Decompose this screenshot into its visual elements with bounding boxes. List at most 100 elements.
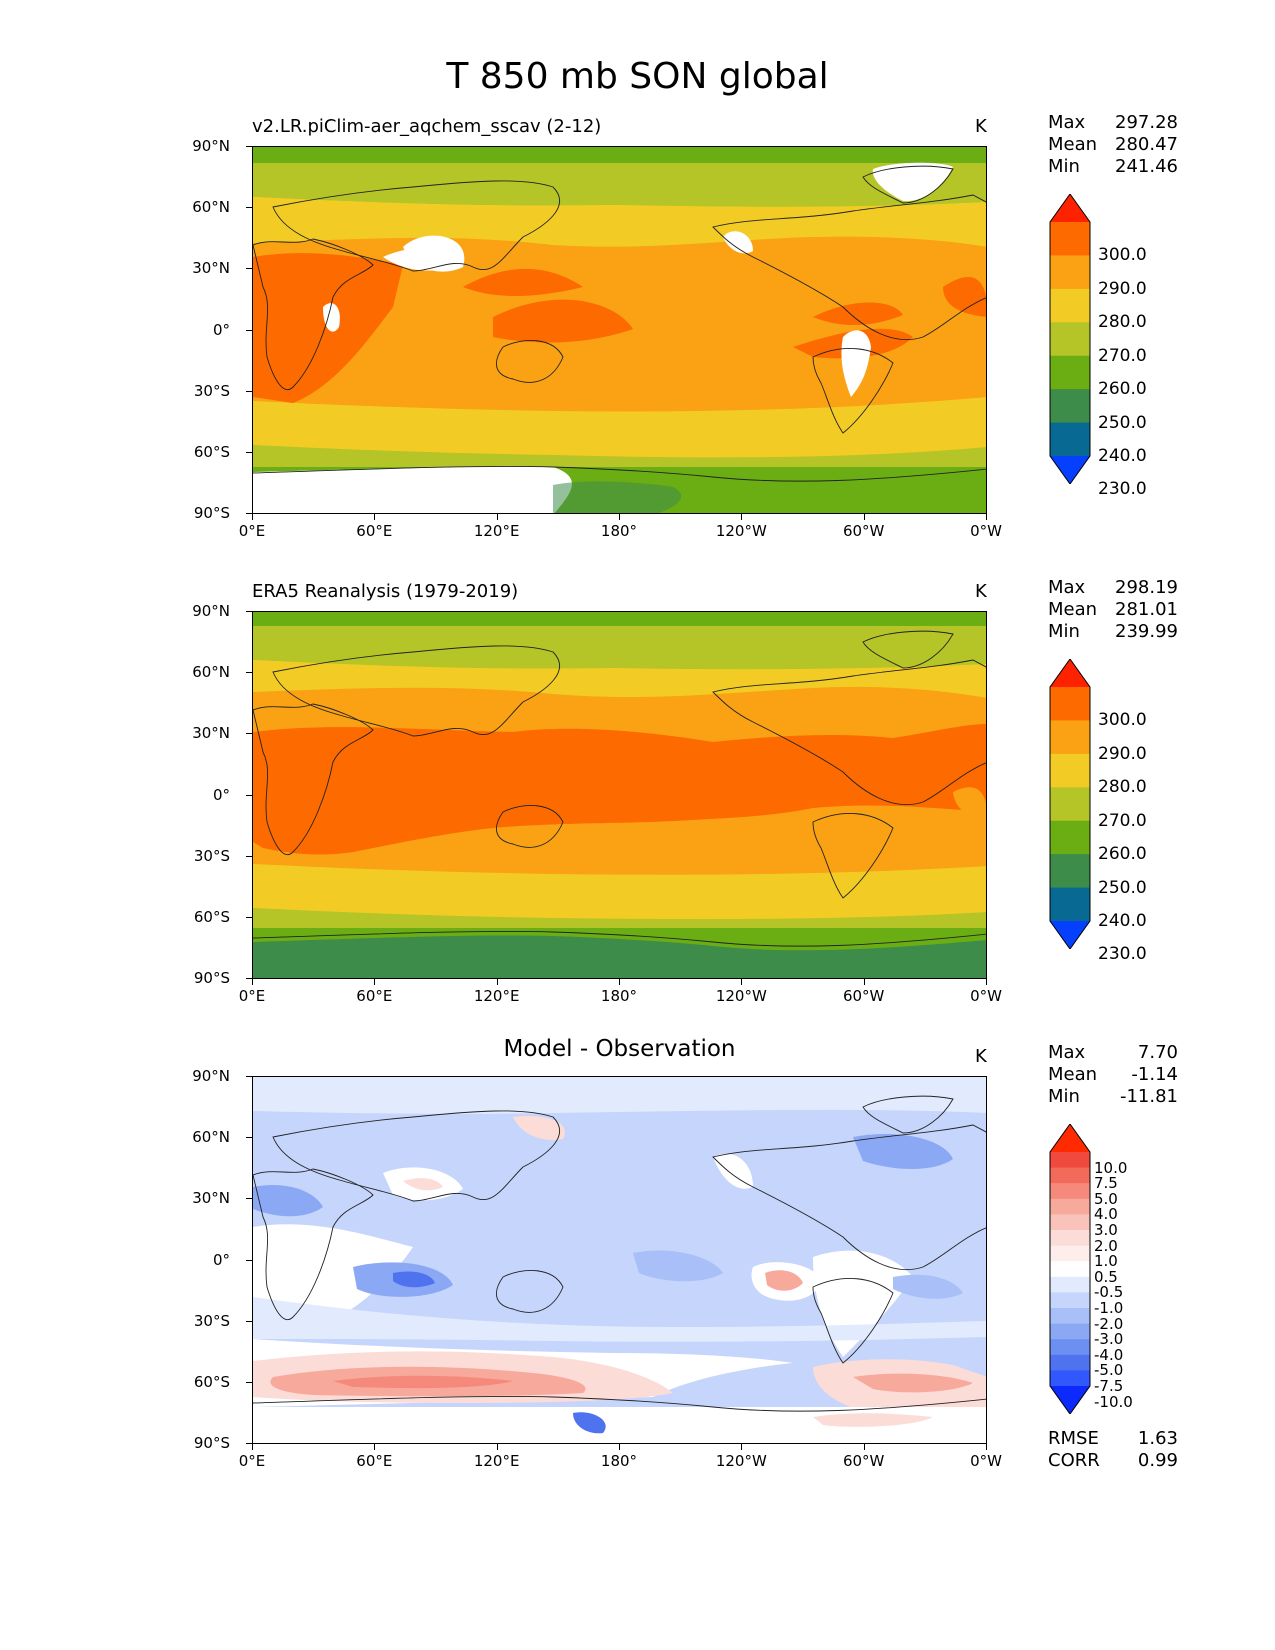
y-tick	[246, 1198, 252, 1200]
units-label: K	[975, 1046, 987, 1067]
rmse-label: RMSE	[1048, 1428, 1099, 1449]
colorbar-label: -4.0	[1094, 1345, 1124, 1364]
stat-max-value: 7.70	[1137, 1042, 1178, 1063]
colorbar-segment	[1050, 1183, 1090, 1200]
y-tick-label: 90°S	[193, 504, 230, 522]
y-tick	[246, 451, 252, 453]
x-tick-label: 120°E	[473, 1452, 520, 1470]
y-tick-label: 30°N	[192, 724, 230, 743]
x-tick	[496, 1444, 498, 1450]
x-tick-label: 0°E	[238, 987, 266, 1005]
stat-max-label: Max	[1048, 1042, 1086, 1063]
colorbar-extend-max	[1050, 194, 1090, 222]
colorbar	[1049, 1124, 1091, 1414]
y-tick-label: 0°	[212, 785, 230, 804]
x-tick-label: 120°W	[715, 522, 767, 540]
colorbar-segment	[1050, 422, 1090, 457]
x-tick-label: 0°W	[970, 987, 1002, 1005]
colorbar-segment	[1050, 222, 1090, 256]
stat-mean-value: 281.01	[1115, 599, 1178, 620]
x-tick	[619, 514, 620, 520]
y-tick	[246, 978, 252, 979]
stat-min-label: Min	[1048, 621, 1080, 642]
colorbar-label: -7.5	[1094, 1377, 1124, 1395]
colorbar-segment	[1050, 288, 1090, 323]
y-tick-label: 90°N	[192, 137, 230, 155]
y-tick-label: 60°S	[193, 907, 230, 926]
stat-max-value: 297.28	[1115, 112, 1178, 133]
colorbar-label: 270.0	[1098, 810, 1147, 831]
x-tick	[986, 514, 987, 520]
colorbar-extend-min	[1050, 921, 1090, 949]
colorbar-label: -10.0	[1094, 1392, 1133, 1411]
colorbar-extend-min	[1050, 456, 1090, 484]
y-tick-label: 0°	[212, 320, 230, 339]
x-tick	[741, 514, 743, 520]
map-test-model	[252, 146, 987, 514]
x-tick-label: 60°E	[356, 522, 393, 540]
colorbar	[1049, 659, 1091, 949]
stat-mean-value: 280.47	[1115, 134, 1178, 155]
colorbar-segment	[1050, 1354, 1090, 1371]
x-tick-label: 60°E	[356, 987, 393, 1005]
colorbar-extend-max	[1050, 1124, 1090, 1152]
x-tick	[986, 979, 987, 985]
x-tick	[863, 1444, 865, 1450]
x-tick	[619, 1444, 620, 1450]
units-label: K	[975, 116, 987, 137]
colorbar-label: 280.0	[1098, 777, 1147, 798]
x-tick	[374, 979, 376, 985]
x-tick-label: 0°E	[238, 1452, 266, 1470]
colorbar-segment	[1050, 255, 1090, 290]
y-tick	[246, 207, 252, 209]
x-tick-label: 60°W	[842, 1452, 885, 1470]
stat-mean-value: -1.14	[1131, 1064, 1178, 1085]
stat-min-value: 239.99	[1115, 621, 1178, 642]
panel-difference: Model - Observation K	[0, 1036, 1275, 1496]
colorbar-segment	[1050, 1230, 1090, 1247]
x-tick	[374, 1444, 376, 1450]
y-tick	[246, 146, 252, 147]
colorbar-label: 260.0	[1098, 844, 1147, 865]
colorbar-label: 1.0	[1094, 1252, 1118, 1271]
y-tick	[246, 916, 252, 918]
colorbar-label: 290.0	[1098, 743, 1147, 764]
map-reference	[252, 611, 987, 979]
x-tick-label: 120°W	[715, 987, 767, 1005]
x-tick-label: 0°W	[970, 522, 1002, 540]
x-tick	[374, 514, 376, 520]
corr-label: CORR	[1048, 1450, 1100, 1471]
y-tick	[246, 1259, 252, 1261]
x-tick	[619, 979, 620, 985]
stats-box: Max 298.19 Mean 281.01 Min 239.99	[1048, 577, 1178, 643]
stat-mean-label: Mean	[1048, 134, 1098, 155]
x-tick-label: 60°W	[842, 987, 885, 1005]
stat-min-label: Min	[1048, 1086, 1080, 1107]
x-tick-label: 120°W	[715, 1452, 767, 1470]
colorbar-label: -5.0	[1094, 1361, 1124, 1380]
colorbar-label: 240.0	[1098, 446, 1147, 466]
colorbar-label: 270.0	[1098, 345, 1147, 366]
colorbar-segment	[1050, 1261, 1090, 1278]
colorbar-label: 5.0	[1094, 1189, 1118, 1208]
colorbar-outline	[1049, 659, 1091, 949]
x-tick	[252, 979, 253, 985]
colorbar-outline	[1049, 1124, 1091, 1414]
y-tick-label: 30°N	[192, 1189, 230, 1208]
y-tick-label: 60°N	[192, 1128, 230, 1147]
panel-title: v2.LR.piClim-aer_aqchem_sscav (2-12)	[252, 116, 602, 137]
corr-value: 0.99	[1137, 1450, 1178, 1471]
colorbar-segment	[1050, 687, 1090, 721]
x-tick-label: 60°W	[842, 522, 885, 540]
colorbar-segment	[1050, 322, 1090, 357]
y-tick	[246, 672, 252, 674]
colorbar-label: -3.0	[1094, 1330, 1124, 1349]
x-tick	[863, 514, 865, 520]
colorbar-segment	[1050, 355, 1090, 390]
colorbar-label: 7.5	[1094, 1174, 1118, 1193]
x-tick	[252, 1444, 253, 1450]
map-difference	[252, 1076, 987, 1444]
x-tick	[741, 979, 743, 985]
colorbar-segment	[1050, 1323, 1090, 1340]
colorbar-segment	[1050, 753, 1090, 788]
